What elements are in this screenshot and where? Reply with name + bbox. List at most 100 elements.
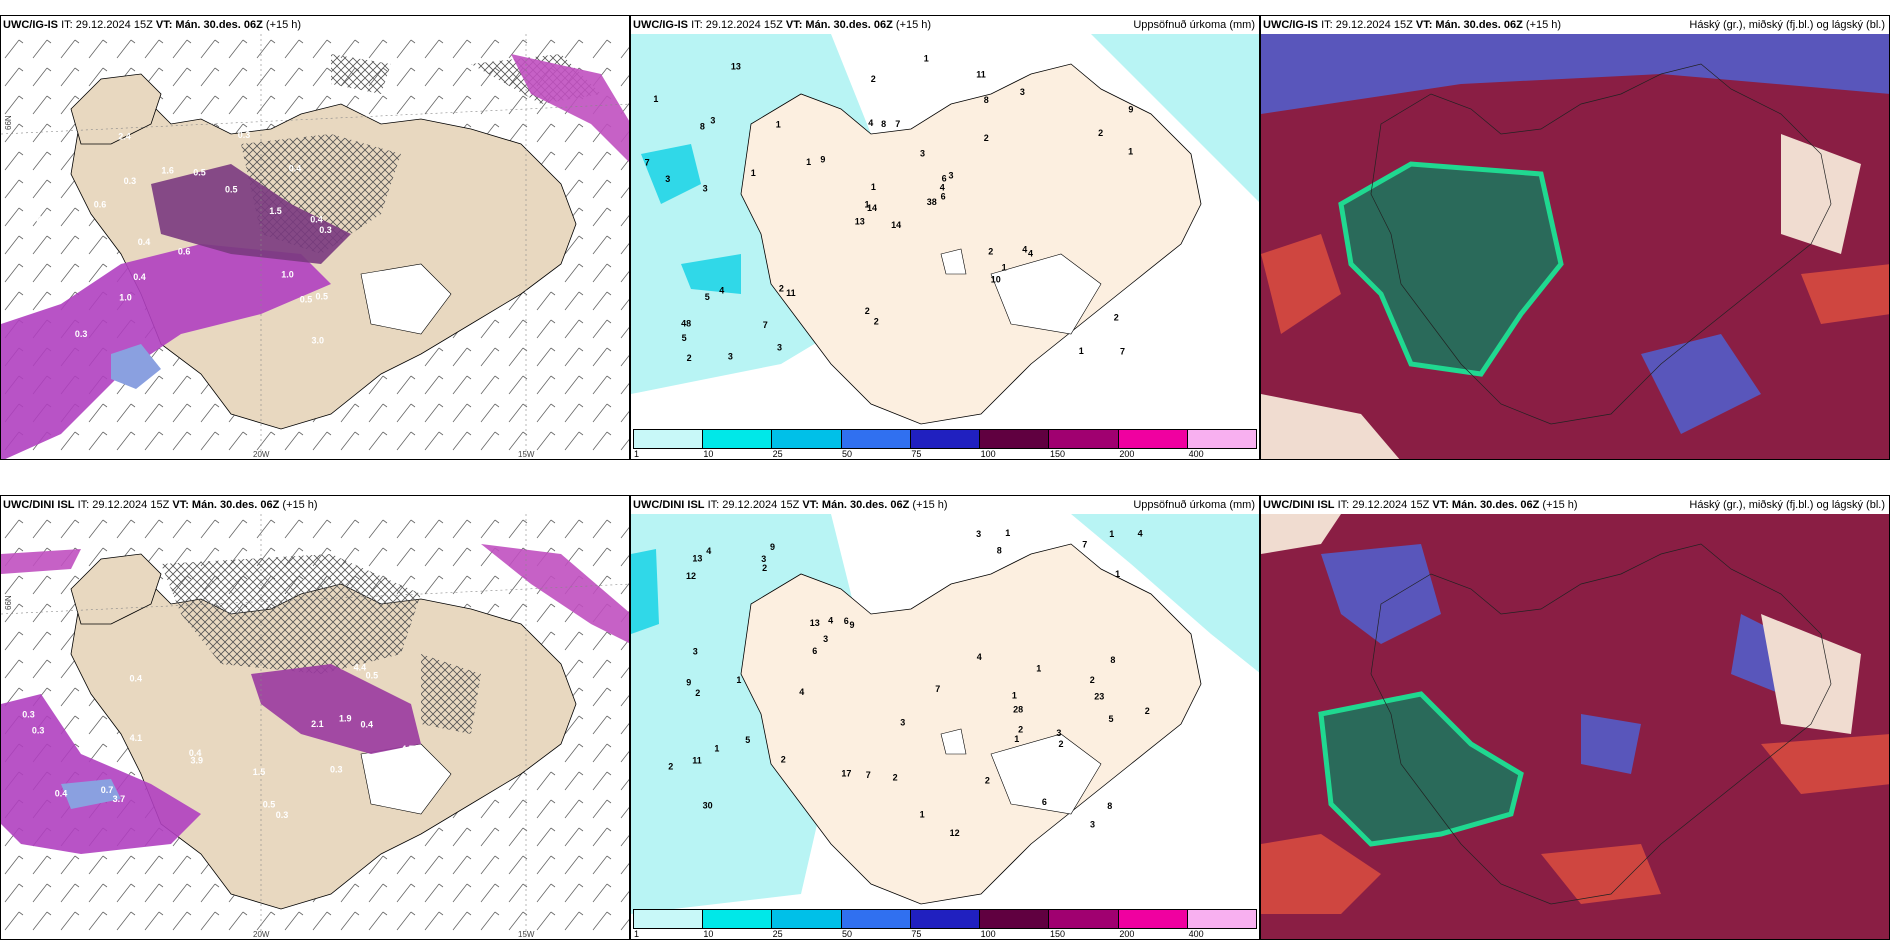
cloud-map xyxy=(1261,34,1889,459)
value-label: 13 xyxy=(855,217,865,227)
value-label: 1.9 xyxy=(339,714,352,724)
init-time: IT: 29.12.2024 15Z xyxy=(707,499,800,511)
value-label: 0.3 xyxy=(330,764,343,774)
value-label: 5 xyxy=(705,292,710,302)
value-label: 2 xyxy=(695,688,700,698)
value-label: 0.4 xyxy=(189,748,202,758)
field-title: Háský (gr.), miðský (fj.bl.) og lágský (… xyxy=(1689,499,1885,511)
value-label: 3 xyxy=(703,184,708,194)
value-label: 6 xyxy=(844,616,849,626)
value-label: 0.5 xyxy=(263,799,276,809)
model-name: UWC/IG-IS xyxy=(633,19,688,31)
value-label: 7 xyxy=(1120,347,1125,357)
legend-swatch xyxy=(634,910,704,928)
valid-time-label: VT: xyxy=(802,499,819,511)
value-label: 30 xyxy=(703,801,713,811)
value-label: 9 xyxy=(820,155,825,165)
value-label: 5 xyxy=(682,333,687,343)
legend-swatch xyxy=(1049,430,1119,448)
value-label: 0.5 xyxy=(193,168,206,178)
value-label: 1.6 xyxy=(161,166,174,176)
legend-swatch xyxy=(910,910,981,928)
legend-swatch xyxy=(1118,430,1188,448)
value-label: 0.2 xyxy=(75,277,88,287)
value-label: 3 xyxy=(920,148,925,158)
valid-time: Mán. 30.des. 06Z xyxy=(821,499,910,511)
glacier xyxy=(360,263,452,335)
cloud-mid-green xyxy=(1318,691,1524,847)
value-label: 11 xyxy=(786,288,796,298)
legend-swatch xyxy=(841,430,911,448)
value-label: 2 xyxy=(893,773,898,783)
value-label: 2 xyxy=(687,353,692,363)
legend-swatch xyxy=(1187,430,1256,448)
legend-tick-label: 200 xyxy=(1119,449,1135,459)
value-label: 0.6 xyxy=(94,200,107,210)
value-label: 4 xyxy=(706,546,711,556)
lon-label-20w: 20W xyxy=(253,450,270,459)
coastline xyxy=(1370,543,1832,905)
legend-tick-label: 1 xyxy=(634,449,640,459)
lead-time: (+15 h) xyxy=(895,19,932,31)
legend-ticks: 1 10 25 50 75 100 150 200 400 xyxy=(633,449,1257,459)
precip-value-labels: 1481448611117838137391323434957834323211… xyxy=(645,54,1134,364)
value-label: 5 xyxy=(745,735,750,745)
valid-time-label: VT: xyxy=(1415,19,1433,31)
precip-core xyxy=(111,344,161,389)
value-label: 0.4 xyxy=(289,163,302,173)
value-label: 1 xyxy=(751,168,756,178)
value-label: 1.0 xyxy=(119,293,132,303)
panel-dini-wind: UWC/DINI ISL IT: 29.12.2024 15Z VT: Mán.… xyxy=(0,495,630,940)
value-label: 8 xyxy=(997,545,1002,555)
cloud-clear xyxy=(1261,514,1861,734)
value-label: 4 xyxy=(719,286,724,296)
valid-time: Mán. 30.des. 06Z xyxy=(1451,499,1540,511)
value-label: 14 xyxy=(867,203,877,213)
precip-core xyxy=(61,779,121,809)
legend-color-bar xyxy=(633,909,1257,929)
value-label: 48 xyxy=(681,318,691,328)
value-label: 14 xyxy=(891,220,901,230)
value-label: 1.7 xyxy=(87,712,100,722)
legend-tick-label: 25 xyxy=(772,449,783,459)
legend-swatch xyxy=(910,430,981,448)
legend-tick-label: 150 xyxy=(1050,929,1066,939)
value-label: 4 xyxy=(868,118,873,128)
wind-map: 66N 20W 15W 0.3 0.4 0.7 1.7 1.9 0.5 4.7 4.1 3.9 3… xyxy=(1,514,629,939)
value-label: 13 xyxy=(810,618,820,628)
value-label: 4 xyxy=(799,687,804,697)
value-label: 3 xyxy=(761,554,766,564)
value-label: 2.4 xyxy=(118,132,131,142)
value-label: 2 xyxy=(1145,706,1150,716)
value-label: 2 xyxy=(1098,128,1103,138)
value-label: 12 xyxy=(950,828,960,838)
value-label: 6 xyxy=(941,191,946,201)
value-label: 9 xyxy=(1128,105,1133,115)
value-label: 2 xyxy=(1059,739,1064,749)
value-label: 7 xyxy=(895,119,900,129)
panel-header: UWC/IG-IS IT: 29.12.2024 15Z VT: Mán. 30… xyxy=(631,16,1259,34)
value-label: 0.4 xyxy=(310,214,323,224)
precip-band-purple xyxy=(1,244,331,459)
value-label: 2.1 xyxy=(311,719,324,729)
value-label: 8 xyxy=(1107,801,1112,811)
legend-swatch xyxy=(980,910,1050,928)
value-label: 0.4 xyxy=(133,272,146,282)
value-label: 11 xyxy=(976,70,986,80)
panel-header: UWC/IG-IS IT: 29.12.2024 15Z VT: Mán. 30… xyxy=(1261,16,1889,34)
legend-swatch xyxy=(1049,910,1119,928)
value-label: 3 xyxy=(1020,87,1025,97)
nw-peninsula xyxy=(70,553,162,625)
value-label: 0.3 xyxy=(238,130,251,140)
legend-tick-label: 50 xyxy=(842,929,853,939)
value-label: 4.4 xyxy=(354,663,367,673)
valid-time-label: VT: xyxy=(155,19,173,31)
value-label: 3.7 xyxy=(113,794,126,804)
value-label: 3 xyxy=(949,171,954,181)
value-label: 11 xyxy=(692,756,702,766)
value-label: 6 xyxy=(942,173,947,183)
value-label: 0.4 xyxy=(130,674,143,684)
cloud-red xyxy=(1261,734,1889,914)
valid-time-label: VT: xyxy=(172,499,189,511)
field-title: Háský (gr.), miðský (fj.bl.) og lágský (… xyxy=(1689,19,1885,31)
